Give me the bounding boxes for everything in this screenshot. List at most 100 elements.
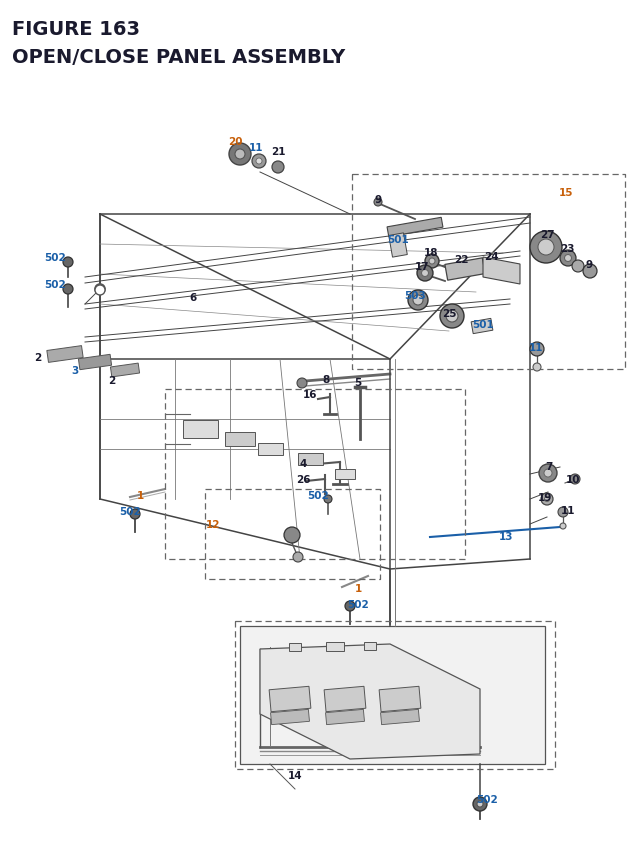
Text: 1: 1 — [355, 583, 362, 593]
Circle shape — [572, 261, 584, 273]
Bar — [445, 258, 485, 281]
Text: 3: 3 — [72, 366, 79, 375]
Circle shape — [473, 797, 487, 811]
Text: 502: 502 — [476, 794, 498, 804]
Bar — [289, 643, 301, 651]
Circle shape — [417, 266, 433, 282]
Text: 502: 502 — [307, 491, 329, 500]
Circle shape — [583, 264, 597, 279]
Circle shape — [533, 363, 541, 372]
Circle shape — [477, 801, 483, 807]
Text: 15: 15 — [559, 188, 573, 198]
Text: 501: 501 — [472, 319, 494, 330]
Text: 1: 1 — [136, 491, 143, 500]
Circle shape — [272, 162, 284, 174]
Text: 20: 20 — [228, 137, 243, 147]
Text: 11: 11 — [529, 343, 543, 353]
Bar — [387, 218, 443, 238]
Bar — [47, 346, 83, 363]
Bar — [379, 686, 421, 712]
Bar — [271, 709, 310, 725]
Text: 502: 502 — [44, 280, 66, 289]
Text: 10: 10 — [566, 474, 580, 485]
Text: 503: 503 — [404, 291, 426, 300]
Text: 9: 9 — [374, 195, 381, 205]
Text: 17: 17 — [415, 262, 429, 272]
Text: 5: 5 — [355, 378, 362, 387]
Bar — [269, 686, 311, 712]
Circle shape — [446, 311, 458, 323]
Circle shape — [345, 601, 355, 611]
Circle shape — [297, 379, 307, 388]
Text: 11: 11 — [249, 143, 263, 152]
Text: 23: 23 — [560, 244, 574, 254]
Bar — [182, 420, 218, 438]
Bar — [298, 454, 323, 466]
Text: 18: 18 — [424, 248, 438, 257]
Bar — [257, 443, 282, 455]
Text: 502: 502 — [44, 253, 66, 263]
Text: 4: 4 — [300, 458, 307, 468]
Text: 9: 9 — [586, 260, 593, 269]
Text: 501: 501 — [387, 235, 409, 245]
Bar — [364, 642, 376, 650]
Bar — [78, 355, 111, 370]
Text: 24: 24 — [484, 251, 499, 262]
Circle shape — [229, 144, 251, 166]
Circle shape — [63, 285, 73, 294]
Bar — [388, 233, 407, 257]
Text: 19: 19 — [538, 492, 552, 503]
Text: 21: 21 — [271, 147, 285, 157]
Circle shape — [422, 270, 429, 277]
Bar — [335, 469, 355, 480]
Circle shape — [408, 291, 428, 311]
Bar — [324, 686, 366, 712]
Text: 2: 2 — [35, 353, 42, 362]
Circle shape — [560, 251, 576, 267]
Text: 25: 25 — [442, 308, 456, 319]
Text: 8: 8 — [323, 375, 330, 385]
Circle shape — [63, 257, 73, 268]
Circle shape — [564, 255, 572, 263]
Text: 14: 14 — [288, 770, 302, 780]
Circle shape — [440, 305, 464, 329]
Circle shape — [530, 232, 562, 263]
Circle shape — [545, 497, 550, 502]
Circle shape — [538, 239, 554, 256]
Bar — [225, 432, 255, 447]
Circle shape — [293, 553, 303, 562]
Text: 502: 502 — [347, 599, 369, 610]
Text: 11: 11 — [561, 505, 575, 516]
Circle shape — [429, 258, 435, 264]
Circle shape — [541, 493, 553, 505]
Circle shape — [374, 199, 382, 207]
Text: 502: 502 — [119, 506, 141, 517]
Circle shape — [252, 155, 266, 169]
Circle shape — [413, 295, 423, 306]
Circle shape — [95, 285, 105, 294]
Circle shape — [539, 464, 557, 482]
Circle shape — [425, 255, 439, 269]
Circle shape — [544, 469, 552, 478]
Circle shape — [130, 510, 140, 519]
Circle shape — [560, 523, 566, 530]
Text: OPEN/CLOSE PANEL ASSEMBLY: OPEN/CLOSE PANEL ASSEMBLY — [12, 48, 345, 67]
Bar — [326, 709, 364, 725]
Circle shape — [558, 507, 568, 517]
Text: 13: 13 — [499, 531, 513, 542]
Text: 16: 16 — [303, 389, 317, 400]
Text: 7: 7 — [545, 461, 553, 472]
Polygon shape — [260, 644, 480, 759]
Text: 26: 26 — [296, 474, 310, 485]
Circle shape — [530, 343, 544, 356]
Text: FIGURE 163: FIGURE 163 — [12, 20, 140, 39]
Text: 27: 27 — [540, 230, 554, 239]
Circle shape — [284, 528, 300, 543]
Text: 6: 6 — [189, 293, 196, 303]
Text: 2: 2 — [108, 375, 116, 386]
Circle shape — [256, 158, 262, 164]
Circle shape — [324, 495, 332, 504]
Bar — [326, 641, 344, 651]
Circle shape — [570, 474, 580, 485]
Text: 12: 12 — [205, 519, 220, 530]
